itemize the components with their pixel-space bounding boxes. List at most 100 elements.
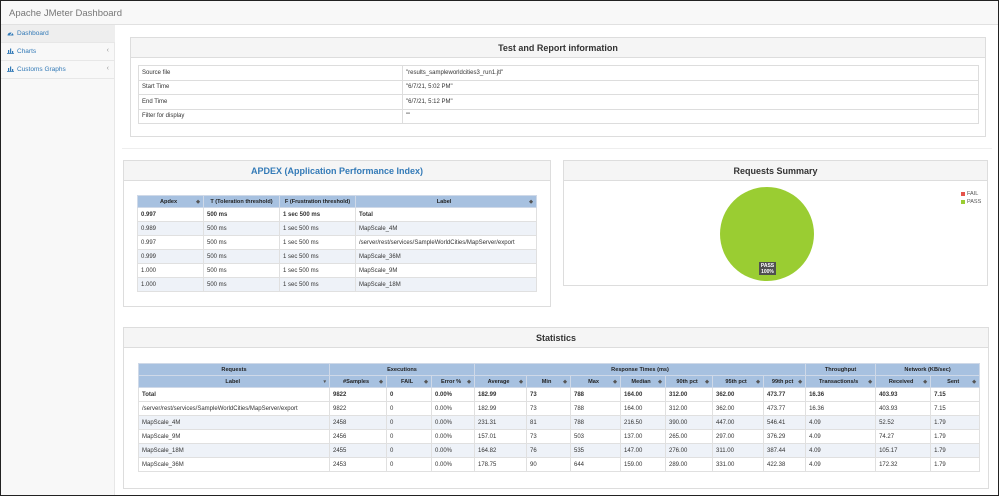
table-cell: 1.79 xyxy=(930,443,981,458)
table-cell: 788 xyxy=(570,415,621,430)
column-header-samples[interactable]: #Samples ◆ xyxy=(329,375,387,388)
table-cell: 362.00 xyxy=(712,387,764,402)
pie-data-label: PASS 100% xyxy=(759,262,776,275)
info-value: "6/7/21, 5:12 PM" xyxy=(402,94,979,110)
legend-swatch xyxy=(961,200,965,204)
sidebar-item-label: Customs Graphs xyxy=(17,66,66,73)
table-cell: 1.000 xyxy=(137,263,204,278)
app-title[interactable]: Apache JMeter Dashboard xyxy=(9,8,123,19)
column-header-90th-pct[interactable]: 90th pct ◆ xyxy=(665,375,713,388)
sort-icon: ◆ xyxy=(868,378,873,385)
group-header-requests: Requests xyxy=(138,363,330,376)
column-header-max[interactable]: Max ◆ xyxy=(570,375,621,388)
info-key: Filter for display xyxy=(138,108,403,124)
table-cell: 4.09 xyxy=(805,415,877,430)
table-cell: 0 xyxy=(386,429,432,444)
group-header-throughput: Throughput xyxy=(805,363,877,376)
column-header-min[interactable]: Min ◆ xyxy=(526,375,571,388)
column-header-received[interactable]: Received ◆ xyxy=(875,375,932,388)
table-cell: 0.997 xyxy=(137,235,204,250)
column-header-fail[interactable]: FAIL ◆ xyxy=(386,375,432,388)
table-cell: MapScale_9M xyxy=(138,429,330,444)
column-header-error-pct[interactable]: Error % ◆ xyxy=(431,375,475,388)
column-header-average[interactable]: Average ◆ xyxy=(474,375,527,388)
sidebar-item-label: Charts xyxy=(17,48,37,55)
table-cell: 52.52 xyxy=(875,415,932,430)
table-cell: 473.77 xyxy=(762,387,807,402)
column-header-95th-pct[interactable]: 95th pct ◆ xyxy=(712,375,764,388)
table-cell: MapScale_9M xyxy=(355,263,537,278)
table-cell: 73 xyxy=(526,401,571,416)
table-row: /server/rest/services/SampleWorldCities/… xyxy=(138,401,981,416)
sidebar: Dashboard Charts ‹ Customs Graphs ‹ xyxy=(1,25,115,495)
top-navbar: Apache JMeter Dashboard xyxy=(1,1,998,25)
table-cell: MapScale_18M xyxy=(355,277,537,292)
sort-icon: ◆ xyxy=(658,378,662,385)
sort-icon: ◆ xyxy=(467,378,471,385)
statistics-panel: Statistics Requests Executions Response … xyxy=(123,327,989,489)
pie-label-value: 100% xyxy=(761,268,774,275)
column-header-transactions[interactable]: Transactions/s ◆ xyxy=(805,375,877,388)
table-row: End Time "6/7/21, 5:12 PM" xyxy=(138,94,979,110)
table-cell: 164.00 xyxy=(620,401,666,416)
column-header-median[interactable]: Median ◆ xyxy=(620,375,666,388)
sort-icon: ◆ xyxy=(519,378,523,385)
table-row: 0.989 500 ms 1 sec 500 ms MapScale_4M xyxy=(137,221,537,236)
table-header-row: Apdex ◆ T (Toleration threshold) F (Frust… xyxy=(137,195,537,208)
apdex-table: Apdex ◆ T (Toleration threshold) F (Frust… xyxy=(137,195,537,292)
table-cell: MapScale_36M xyxy=(138,457,330,472)
test-info-table: Source file "results_sampleworldcities3_… xyxy=(138,65,979,124)
sort-down-icon: ▾ xyxy=(323,378,326,385)
sort-icon: ◆ xyxy=(972,378,977,385)
table-cell: 312.00 xyxy=(665,387,713,402)
table-row: Filter for display "" xyxy=(138,108,979,124)
table-cell: 535 xyxy=(570,443,621,458)
pie-slice-pass[interactable] xyxy=(720,187,814,281)
column-header-sent[interactable]: Sent ◆ xyxy=(930,375,981,388)
table-row: Source file "results_sampleworldcities3_… xyxy=(138,65,979,81)
table-cell: 0.00% xyxy=(431,387,475,402)
legend-swatch xyxy=(961,192,965,196)
table-cell: 0 xyxy=(386,401,432,416)
table-cell: 147.00 xyxy=(620,443,666,458)
info-key: End Time xyxy=(138,94,403,110)
table-cell: 0.997 xyxy=(137,207,204,222)
table-cell: 503 xyxy=(570,429,621,444)
requests-summary-title: Requests Summary xyxy=(564,161,987,181)
column-header-toleration[interactable]: T (Toleration threshold) xyxy=(203,195,280,208)
table-cell: 312.00 xyxy=(665,401,713,416)
column-header-label[interactable]: Label ▾ xyxy=(138,375,330,388)
table-row: MapScale_4M 2458 0 0.00% 231.31 81 788 216.50 39… xyxy=(138,415,981,430)
dashboard-icon xyxy=(7,30,14,38)
table-cell: 0.00% xyxy=(431,401,475,416)
sort-icon: ◆ xyxy=(529,198,533,205)
sort-icon: ◆ xyxy=(379,378,383,385)
table-cell: 0 xyxy=(386,387,432,402)
table-cell: 500 ms xyxy=(203,277,280,292)
sidebar-item-charts[interactable]: Charts ‹ xyxy=(1,43,115,61)
sidebar-item-label: Dashboard xyxy=(17,30,49,37)
table-cell: 178.75 xyxy=(474,457,527,472)
table-cell: 105.17 xyxy=(875,443,932,458)
apdex-panel: APDEX (Application Performance Index) Ap… xyxy=(123,160,551,307)
column-header-apdex[interactable]: Apdex ◆ xyxy=(137,195,204,208)
column-header-frustration[interactable]: F (Frustration threshold) xyxy=(279,195,356,208)
table-header-row: Label ▾ #Samples ◆ FAIL ◆ Error % ◆ Average ◆… xyxy=(138,375,981,388)
table-cell: 9822 xyxy=(329,387,387,402)
sort-icon: ◆ xyxy=(798,378,803,385)
column-header-label[interactable]: Label ◆ xyxy=(355,195,537,208)
info-key: Source file xyxy=(138,65,403,81)
info-key: Start Time xyxy=(138,79,403,95)
sidebar-item-dashboard[interactable]: Dashboard xyxy=(1,25,115,43)
table-cell: 0 xyxy=(386,415,432,430)
column-header-99th-pct[interactable]: 99th pct ◆ xyxy=(762,375,807,388)
table-cell: 362.00 xyxy=(712,401,764,416)
table-cell: 81 xyxy=(526,415,571,430)
table-cell: 76 xyxy=(526,443,571,458)
sidebar-item-customs-graphs[interactable]: Customs Graphs ‹ xyxy=(1,61,115,79)
table-cell: 4.09 xyxy=(805,457,877,472)
table-cell: 9822 xyxy=(329,401,387,416)
table-cell: 2453 xyxy=(329,457,387,472)
sort-icon: ◆ xyxy=(196,198,200,205)
group-header-executions: Executions xyxy=(329,363,475,376)
